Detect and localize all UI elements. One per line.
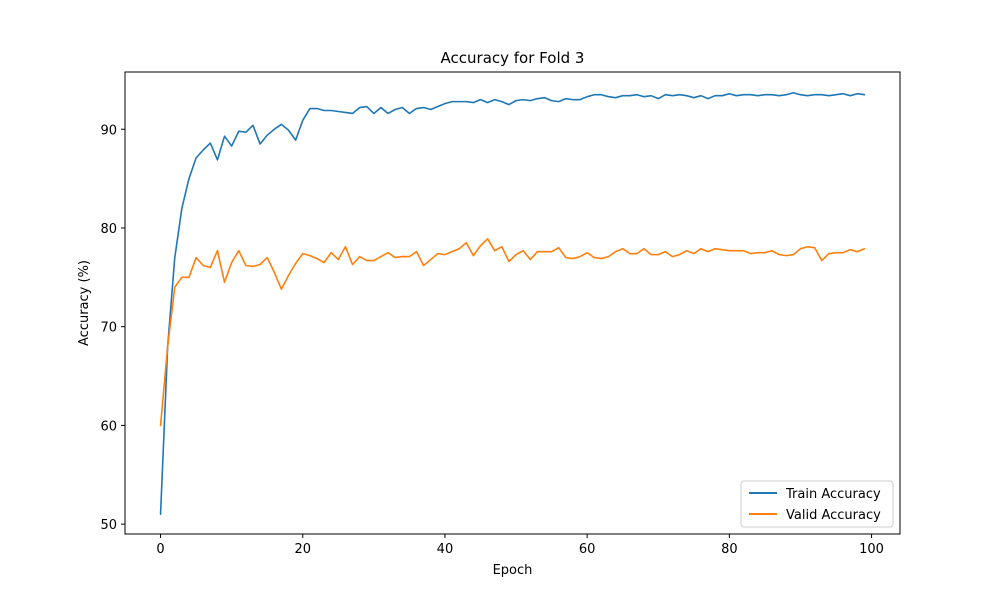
- series-line-valid-accuracy: [159, 238, 866, 427]
- x-axis-label: Epoch: [493, 563, 533, 578]
- x-tick-label: 60: [579, 542, 596, 557]
- plot-area: [124, 71, 901, 535]
- plot-frame: [124, 71, 901, 535]
- x-tick-label: 100: [859, 542, 884, 557]
- series-layer: [159, 91, 866, 516]
- y-tick-label: 70: [100, 321, 117, 336]
- y-tick-label: 80: [100, 222, 117, 237]
- x-tick-label: 40: [437, 542, 454, 557]
- legend-label-train-accuracy: Train Accuracy: [785, 487, 881, 502]
- y-tick-label: 90: [100, 123, 117, 138]
- x-axis: 0 20 40 60 80 100: [156, 534, 884, 557]
- y-tick-label: 60: [100, 419, 117, 434]
- x-tick-label: 20: [294, 542, 311, 557]
- series-line-train-accuracy: [159, 91, 866, 516]
- chart-title: Accuracy for Fold 3: [441, 49, 585, 67]
- x-tick-label: 80: [721, 542, 738, 557]
- y-tick-label: 50: [100, 518, 117, 533]
- y-axis: 50 60 70 80 90: [100, 123, 125, 533]
- y-axis-label: Accuracy (%): [77, 260, 92, 346]
- legend: Train Accuracy Valid Accuracy: [740, 480, 894, 528]
- legend-label-valid-accuracy: Valid Accuracy: [786, 508, 881, 523]
- x-tick-label: 0: [156, 542, 164, 557]
- legend-box: [740, 480, 894, 528]
